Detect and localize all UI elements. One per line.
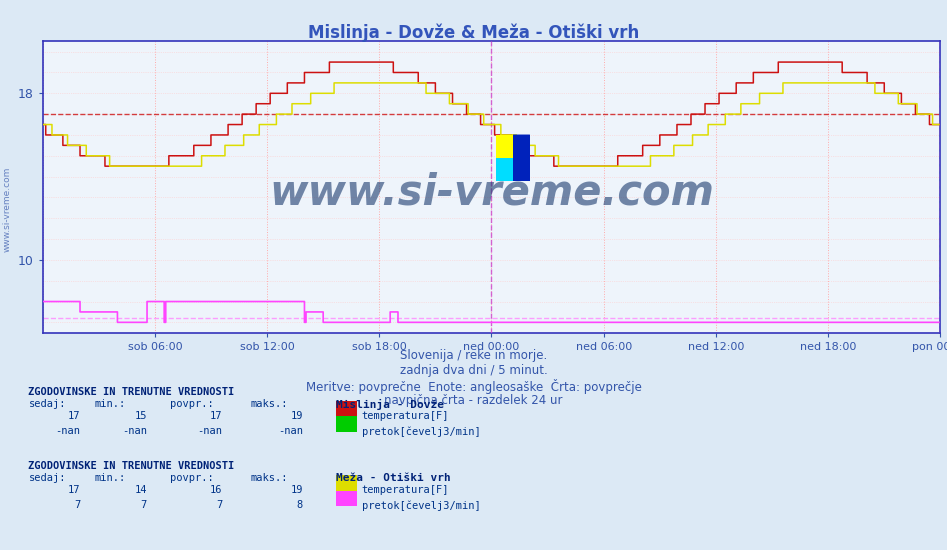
Text: maks.:: maks.: <box>251 473 289 483</box>
Text: -nan: -nan <box>56 426 80 436</box>
Polygon shape <box>513 135 530 158</box>
Text: maks.:: maks.: <box>251 399 289 409</box>
Text: 19: 19 <box>291 485 303 495</box>
Text: Mislinja - Dovže: Mislinja - Dovže <box>336 399 444 410</box>
Text: www.si-vreme.com: www.si-vreme.com <box>3 166 12 252</box>
Text: 16: 16 <box>210 485 223 495</box>
Text: pretok[čevelj3/min]: pretok[čevelj3/min] <box>362 426 480 437</box>
Text: sedaj:: sedaj: <box>28 473 66 483</box>
Text: temperatura[F]: temperatura[F] <box>362 485 449 495</box>
Text: 7: 7 <box>74 500 80 510</box>
Text: min.:: min.: <box>95 399 126 409</box>
Text: min.:: min.: <box>95 473 126 483</box>
Text: navpična črta - razdelek 24 ur: navpična črta - razdelek 24 ur <box>384 394 563 407</box>
Text: Meža - Otiški vrh: Meža - Otiški vrh <box>336 473 451 483</box>
Text: 19: 19 <box>291 411 303 421</box>
Text: temperatura[F]: temperatura[F] <box>362 411 449 421</box>
Text: Slovenija / reke in morje.: Slovenija / reke in morje. <box>400 349 547 362</box>
Text: ZGODOVINSKE IN TRENUTNE VREDNOSTI: ZGODOVINSKE IN TRENUTNE VREDNOSTI <box>28 387 235 397</box>
Text: povpr.:: povpr.: <box>170 399 214 409</box>
Text: povpr.:: povpr.: <box>170 473 214 483</box>
Text: 7: 7 <box>140 500 147 510</box>
Text: 7: 7 <box>216 500 223 510</box>
Text: 17: 17 <box>68 485 80 495</box>
Text: -nan: -nan <box>278 426 303 436</box>
Text: 15: 15 <box>134 411 147 421</box>
Text: sedaj:: sedaj: <box>28 399 66 409</box>
Text: zadnja dva dni / 5 minut.: zadnja dva dni / 5 minut. <box>400 364 547 377</box>
Text: Mislinja - Dovže & Meža - Otiški vrh: Mislinja - Dovže & Meža - Otiški vrh <box>308 23 639 42</box>
Bar <box>496 158 513 181</box>
Bar <box>513 135 530 181</box>
Text: -nan: -nan <box>198 426 223 436</box>
Text: pretok[čevelj3/min]: pretok[čevelj3/min] <box>362 500 480 511</box>
Text: 8: 8 <box>296 500 303 510</box>
Text: 14: 14 <box>134 485 147 495</box>
Text: ZGODOVINSKE IN TRENUTNE VREDNOSTI: ZGODOVINSKE IN TRENUTNE VREDNOSTI <box>28 461 235 471</box>
Text: 17: 17 <box>210 411 223 421</box>
Bar <box>496 135 513 158</box>
Text: -nan: -nan <box>122 426 147 436</box>
Text: www.si-vreme.com: www.si-vreme.com <box>269 172 714 214</box>
Text: 17: 17 <box>68 411 80 421</box>
Text: Meritve: povprečne  Enote: angleosaške  Črta: povprečje: Meritve: povprečne Enote: angleosaške Čr… <box>306 379 641 394</box>
